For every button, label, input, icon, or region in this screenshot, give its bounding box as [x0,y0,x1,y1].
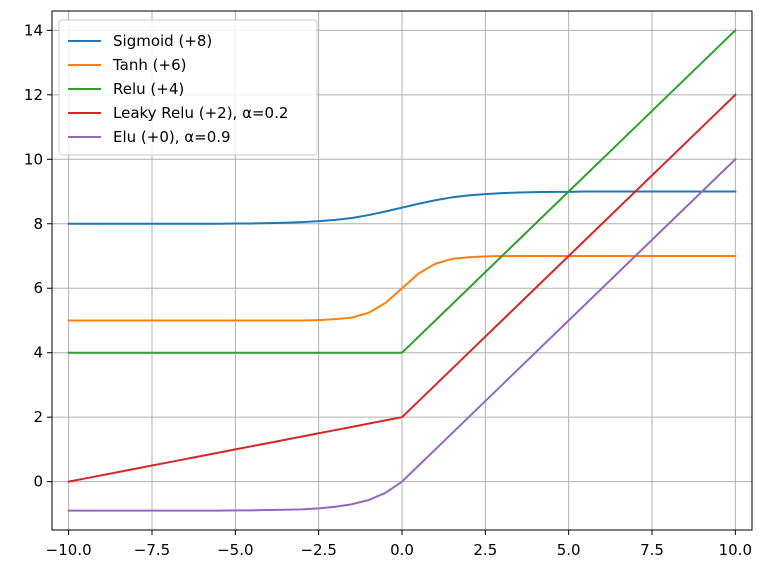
y-tick-label: 8 [33,215,43,233]
plot-lines [67,28,737,512]
axis-ticks: −10.0 −7.5 −5.0 −2.5 0.0 2.5 5.0 7.5 10.0 0 2 4 6 8 10… [24,21,752,559]
legend-label-2: Relu (+4) [113,80,184,98]
series-line-2 [67,28,737,354]
series-line-3 [67,93,737,483]
legend-label-4: Elu (+0), α=0.9 [113,128,231,146]
x-tick-label: 2.5 [473,541,497,559]
series-line-1 [67,254,737,322]
x-tick-label: −10.0 [46,541,92,559]
y-tick-label: 2 [33,408,43,426]
series-line-0 [67,190,737,225]
x-tick-label: −5.0 [217,541,253,559]
y-tick-label: 12 [24,86,43,104]
x-tick-label: 0.0 [390,541,414,559]
y-tick-label: 14 [24,21,43,39]
legend: Sigmoid (+8) Tanh (+6) Relu (+4) Leaky Relu… [58,19,318,156]
y-tick-label: 0 [33,473,43,491]
y-tick-label: 4 [33,344,43,362]
y-tick-label: 6 [33,279,43,297]
x-tick-label: 7.5 [640,541,664,559]
legend-box [58,19,318,156]
y-tick-label: 10 [24,150,43,168]
series-line-4 [67,157,737,512]
x-tick-label: −7.5 [134,541,170,559]
legend-label-1: Tanh (+6) [112,56,186,74]
x-tick-label: 5.0 [557,541,581,559]
x-tick-label: −2.5 [300,541,336,559]
legend-label-0: Sigmoid (+8) [113,32,212,50]
x-tick-label: 10.0 [719,541,752,559]
legend-label-3: Leaky Relu (+2), α=0.2 [113,104,288,122]
